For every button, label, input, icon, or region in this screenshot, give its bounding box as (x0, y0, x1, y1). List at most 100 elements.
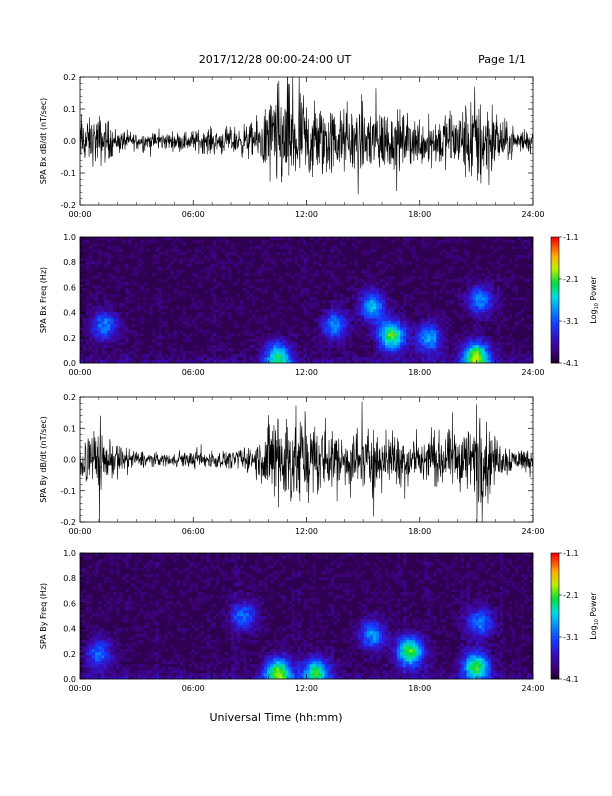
spectrogram-cell (156, 562, 159, 565)
spectrogram-cell (201, 631, 204, 634)
spectrogram-cell (313, 264, 316, 267)
spectrogram-cell (382, 261, 385, 264)
spectrogram-cell (406, 294, 409, 297)
spectrogram-cell (436, 324, 439, 327)
spectrogram-cell (470, 291, 473, 294)
spectrogram-cell (98, 276, 101, 279)
spectrogram-cell (140, 568, 143, 571)
spectrogram-cell (376, 354, 379, 357)
spectrogram-cell (291, 345, 294, 348)
spectrogram-cell (113, 330, 116, 333)
spectrogram-cell (110, 309, 113, 312)
spectrogram-cell (506, 279, 509, 282)
spectrogram-cell (228, 273, 231, 276)
spectrogram-cell (86, 357, 89, 360)
spectrogram-cell (119, 342, 122, 345)
spectrogram-cell (479, 357, 482, 360)
spectrogram-cell (86, 640, 89, 643)
spectrogram-cell (119, 628, 122, 631)
spectrogram-cell (400, 261, 403, 264)
spectrogram-cell (273, 354, 276, 357)
spectrogram-cell (282, 652, 285, 655)
spectrogram-cell (373, 243, 376, 246)
spectrogram-cell (361, 309, 364, 312)
spectrogram-cell (192, 571, 195, 574)
spectrogram-cell (464, 306, 467, 309)
spectrogram-cell (394, 354, 397, 357)
spectrogram-cell (189, 264, 192, 267)
spectrogram-cell (171, 357, 174, 360)
spectrogram-cell (488, 342, 491, 345)
spectrogram-cell (264, 568, 267, 571)
spectrogram-cell (373, 288, 376, 291)
spectrogram-cell (379, 354, 382, 357)
spectrogram-cell (237, 267, 240, 270)
spectrogram-cell (328, 342, 331, 345)
spectrogram-cell (216, 348, 219, 351)
spectrogram-cell (355, 357, 358, 360)
spectrogram-cell (249, 592, 252, 595)
spectrogram-cell (240, 649, 243, 652)
spectrogram-cell (198, 357, 201, 360)
spectrogram-cell (237, 556, 240, 559)
spectrogram-cell (86, 622, 89, 625)
spectrogram-cell (439, 276, 442, 279)
x-tick-label: 06:00 (182, 527, 205, 536)
spectrogram-cell (497, 354, 500, 357)
spectrogram-cell (213, 354, 216, 357)
spectrogram-cell (183, 580, 186, 583)
spectrogram-cell (394, 321, 397, 324)
spectrogram-cell (319, 318, 322, 321)
spectrogram-cell (216, 261, 219, 264)
spectrogram-cell (146, 568, 149, 571)
spectrogram-cell (156, 637, 159, 640)
spectrogram-cell (234, 282, 237, 285)
spectrogram-cell (282, 243, 285, 246)
spectrogram-cell (488, 282, 491, 285)
spectrogram-cell (391, 330, 394, 333)
spectrogram-cell (331, 261, 334, 264)
spectrogram-cell (279, 673, 282, 676)
spectrogram-cell (249, 580, 252, 583)
spectrogram-cell (322, 330, 325, 333)
spectrogram-cell (400, 306, 403, 309)
spectrogram-cell (222, 276, 225, 279)
spectrogram-cell (503, 240, 506, 243)
spectrogram-cell (137, 613, 140, 616)
spectrogram-cell (86, 571, 89, 574)
spectrogram-cell (388, 303, 391, 306)
plot-area (80, 77, 533, 194)
spectrogram-cell (101, 661, 104, 664)
spectrogram-cell (128, 667, 131, 670)
spectrogram-cell (95, 655, 98, 658)
spectrogram-cell (189, 622, 192, 625)
spectrogram-cell (397, 303, 400, 306)
y-tick-label: -0.2 (60, 201, 76, 210)
y-tick-label: -0.1 (60, 487, 76, 496)
spectrogram-cell (448, 252, 451, 255)
spectrogram-cell (171, 354, 174, 357)
spectrogram-cell (288, 237, 291, 240)
spectrogram-cell (243, 577, 246, 580)
spectrogram-cell (476, 315, 479, 318)
spectrogram-cell (325, 264, 328, 267)
spectrogram-cell (101, 646, 104, 649)
spectrogram-cell (343, 243, 346, 246)
spectrogram-cell (273, 264, 276, 267)
spectrogram-cell (270, 312, 273, 315)
spectrogram-cell (454, 348, 457, 351)
x-tick-label: 06:00 (182, 368, 205, 377)
spectrogram-cell (391, 345, 394, 348)
spectrogram-cell (415, 354, 418, 357)
spectrogram-cell (119, 258, 122, 261)
spectrogram-cell (201, 586, 204, 589)
spectrogram-cell (162, 592, 165, 595)
spectrogram-cell (297, 273, 300, 276)
spectrogram-cell (237, 625, 240, 628)
spectrogram-cell (288, 333, 291, 336)
spectrogram-cell (243, 613, 246, 616)
spectrogram-cell (491, 357, 494, 360)
spectrogram-cell (500, 291, 503, 294)
spectrogram-cell (458, 351, 461, 354)
spectrogram-cell (358, 342, 361, 345)
